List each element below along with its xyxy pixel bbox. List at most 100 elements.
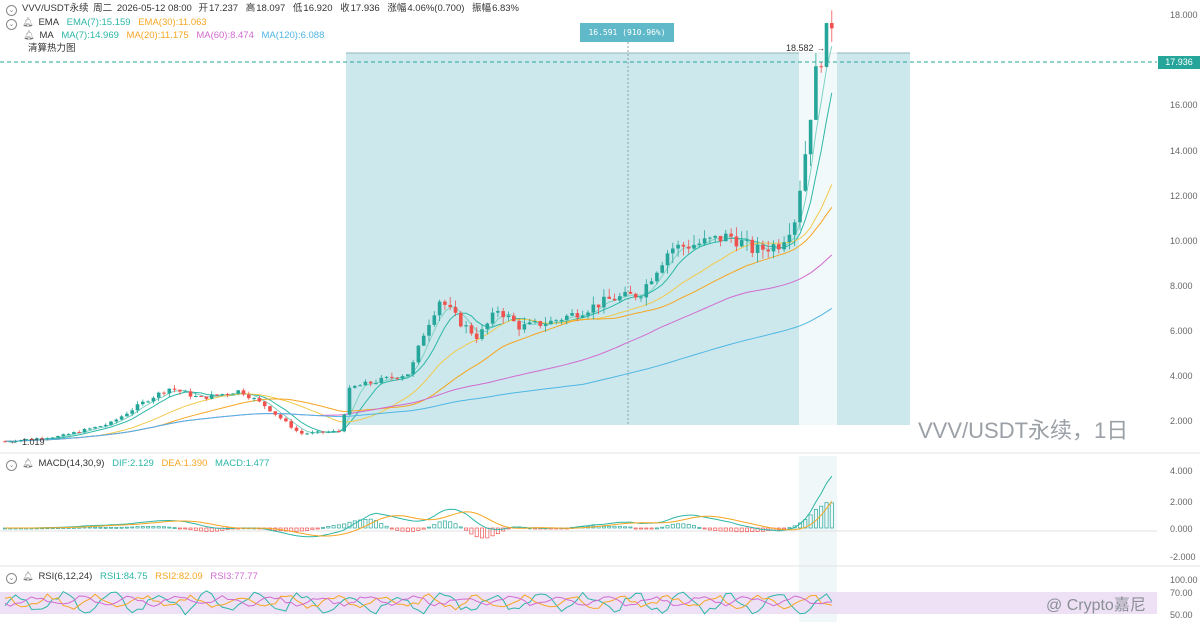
rsi1-value: RSI1:84.75 [99, 571, 148, 582]
chevron-down-icon[interactable]: ⌄ [6, 19, 17, 30]
macd-tick: -2.000 [1170, 552, 1196, 562]
candle-body [56, 436, 60, 438]
candle-body [109, 421, 113, 425]
candle-body [554, 320, 558, 322]
candle-body [178, 389, 182, 392]
candle-body [612, 298, 617, 301]
macd-bar [119, 526, 124, 529]
candle-body [35, 438, 39, 440]
candle-body [512, 315, 516, 322]
candle-body [241, 390, 246, 395]
candle-body [702, 238, 707, 244]
macd-legend[interactable]: ⌄ 🔔︎ MACD(14,30,9) DIF:2.129 DEA:1.390 MAC… [6, 457, 274, 471]
candle-body [209, 394, 214, 399]
candle-body [787, 234, 792, 243]
candle-body [337, 430, 341, 432]
open-value: 17.237 [208, 3, 239, 14]
bell-icon[interactable]: 🔔︎ [22, 458, 34, 468]
candle-body [660, 265, 664, 273]
macd-bar [681, 523, 686, 529]
candle-body [331, 430, 336, 432]
macd-bar [416, 527, 421, 531]
candle-body [543, 324, 548, 326]
candle-body [363, 381, 368, 386]
candle-body [745, 239, 749, 241]
amp-label: 振幅 [472, 3, 492, 14]
macd-bar [109, 526, 113, 529]
last-price-badge: 17.936 [1158, 56, 1200, 69]
candle-body [353, 385, 357, 388]
high-label: 高 [245, 3, 256, 14]
price-tick: 18.000 [1170, 10, 1198, 20]
bell-icon[interactable]: 🔔︎ [23, 30, 35, 40]
chevron-down-icon[interactable]: ⌄ [6, 5, 17, 16]
rsi-legend[interactable]: ⌄ 🔔︎ RSI(6,12,24) RSI1:84.75 RSI2:82.09 RS… [6, 570, 263, 584]
macd-bar [718, 527, 723, 532]
candle-body [501, 311, 505, 318]
macd-bar [315, 527, 320, 530]
macd-bar [188, 527, 193, 531]
macd-bar [93, 526, 98, 529]
ma-legend[interactable]: 🔔︎ MA MA(7):14.969 MA(20):11.175 MA(60):8… [6, 29, 329, 42]
macd-bar [649, 527, 654, 530]
macd-bar [331, 525, 336, 529]
chevron-down-icon[interactable]: ⌄ [6, 573, 17, 584]
rsi-tick: 50.00 [1170, 610, 1193, 620]
candle-body [718, 235, 723, 242]
ema-legend[interactable]: ⌄ 🔔︎ EMA EMA(7):15.159 EMA(30):11.063 [6, 16, 212, 30]
candle-body [82, 429, 87, 433]
macd-bar [803, 519, 808, 529]
measure-tag: 16.591 (910.96%) [580, 23, 674, 42]
candle-body [252, 398, 256, 400]
author-brand: @ Crypto嘉尼 [1046, 597, 1146, 614]
heatmap-legend[interactable]: 清算热力图 [28, 43, 81, 55]
candle-body [633, 293, 638, 298]
candle-body [8, 441, 13, 443]
macd-bar [734, 527, 739, 533]
candle-body [98, 426, 103, 428]
candle-body [782, 242, 786, 250]
candle-body [400, 376, 405, 379]
macd-bar [607, 525, 612, 529]
low-label: 低 [292, 3, 303, 14]
low-value: 16.920 [303, 3, 333, 14]
chevron-down-icon[interactable]: ⌄ [6, 460, 17, 471]
candle-body [162, 392, 166, 394]
candle-body [671, 248, 675, 254]
candle-body [395, 377, 399, 379]
macd-bar [495, 527, 500, 535]
macd-bar [702, 527, 707, 530]
candle-body [19, 440, 23, 442]
ma120-line [5, 307, 833, 442]
macd-bar [167, 526, 172, 529]
rsi-band [0, 592, 1157, 614]
candle-body [628, 291, 633, 294]
low-marker: 1.019 [22, 437, 45, 447]
heatmap-label: 清算热力图 [28, 43, 76, 54]
macd-bar [321, 527, 325, 529]
macd-dif-line [5, 475, 833, 538]
candle-body [697, 243, 702, 245]
bell-icon[interactable]: 🔔︎ [22, 571, 34, 581]
amp-value: 6.83% [492, 3, 519, 14]
candle-body [220, 393, 225, 395]
candle-body [66, 433, 71, 435]
candle-body [315, 431, 320, 433]
candle-body [72, 432, 76, 434]
candle-body [231, 393, 235, 395]
candle-body [798, 190, 802, 223]
candle-body [474, 333, 479, 339]
macd-bar [612, 525, 617, 529]
price-tick: 8.000 [1170, 281, 1193, 291]
macd-bar [448, 521, 453, 529]
candle-body [146, 401, 150, 403]
macd-bar [199, 527, 204, 532]
macd-bar [442, 520, 447, 529]
rsi-axis: 100.00 70.00 50.00 [1170, 575, 1198, 620]
rsi3-value: RSI3:77.77 [210, 571, 258, 582]
macd-bar [177, 527, 182, 530]
price-tick: 16.000 [1170, 100, 1198, 110]
macd-bar [368, 518, 373, 529]
bell-icon[interactable]: 🔔︎ [22, 17, 34, 27]
